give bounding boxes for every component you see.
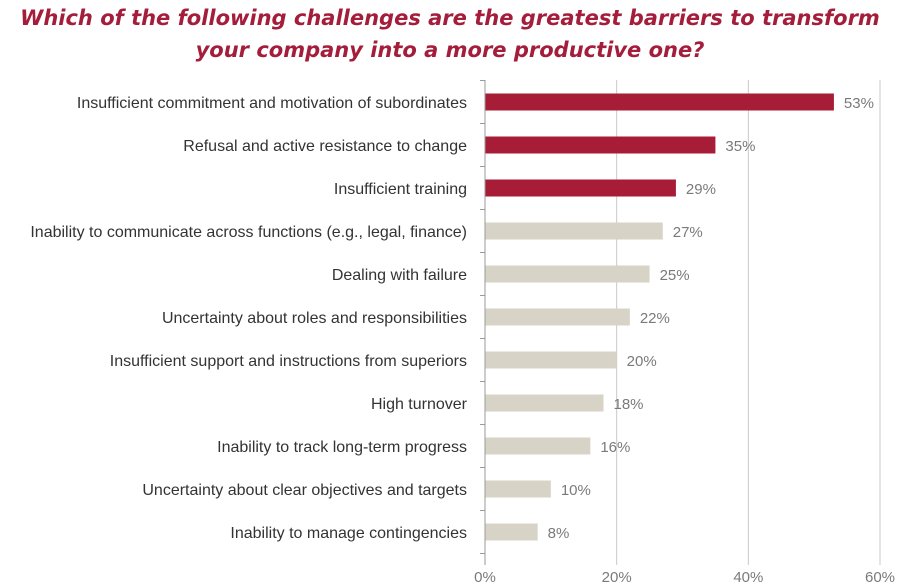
bar-10 bbox=[485, 523, 538, 541]
chart-title-line-2: your company into a more productive one? bbox=[195, 38, 705, 62]
value-label-2: 29% bbox=[686, 181, 716, 198]
bar-0 bbox=[485, 93, 834, 111]
bar-5 bbox=[485, 308, 630, 326]
category-label-6: Insufficient support and instructions fr… bbox=[110, 353, 467, 370]
x-tick-label-0: 0% bbox=[474, 569, 496, 586]
category-label-10: Inability to manage contingencies bbox=[230, 525, 467, 542]
category-label-8: Inability to track long-term progress bbox=[217, 439, 467, 456]
category-label-2: Insufficient training bbox=[334, 181, 467, 198]
value-label-1: 35% bbox=[725, 138, 755, 155]
value-label-3: 27% bbox=[673, 224, 703, 241]
bar-7 bbox=[485, 394, 604, 412]
x-tick-label-2: 40% bbox=[733, 569, 763, 586]
value-label-9: 10% bbox=[561, 482, 591, 499]
value-label-10: 8% bbox=[548, 525, 570, 542]
bar-4 bbox=[485, 265, 650, 283]
bar-layer bbox=[485, 93, 834, 541]
value-label-0: 53% bbox=[844, 95, 874, 112]
category-label-1: Refusal and active resistance to change bbox=[183, 138, 467, 155]
category-label-5: Uncertainty about roles and responsibili… bbox=[162, 310, 467, 327]
value-label-4: 25% bbox=[660, 267, 690, 284]
x-tick-label-3: 60% bbox=[865, 569, 895, 586]
category-label-3: Inability to communicate across function… bbox=[30, 224, 467, 241]
axis-layer: 0% 20% 40% 60% bbox=[474, 80, 895, 586]
bar-9 bbox=[485, 480, 551, 498]
chart-title-line-1: Which of the following challenges are th… bbox=[20, 6, 880, 30]
bar-3 bbox=[485, 222, 663, 240]
category-label-7: High turnover bbox=[371, 396, 468, 413]
category-label-4: Dealing with failure bbox=[332, 267, 467, 284]
bar-8 bbox=[485, 437, 591, 455]
label-layer: Insufficient commitment and motivation o… bbox=[30, 95, 874, 542]
bar-6 bbox=[485, 351, 617, 369]
bar-2 bbox=[485, 179, 676, 197]
category-label-9: Uncertainty about clear objectives and t… bbox=[142, 482, 467, 499]
value-label-7: 18% bbox=[614, 396, 644, 413]
bar-1 bbox=[485, 136, 716, 154]
category-label-0: Insufficient commitment and motivation o… bbox=[77, 95, 467, 112]
x-tick-label-1: 20% bbox=[602, 569, 632, 586]
value-label-6: 20% bbox=[627, 353, 657, 370]
value-label-8: 16% bbox=[600, 439, 630, 456]
chart-title: Which of the following challenges are th… bbox=[0, 2, 900, 66]
value-label-5: 22% bbox=[640, 310, 670, 327]
